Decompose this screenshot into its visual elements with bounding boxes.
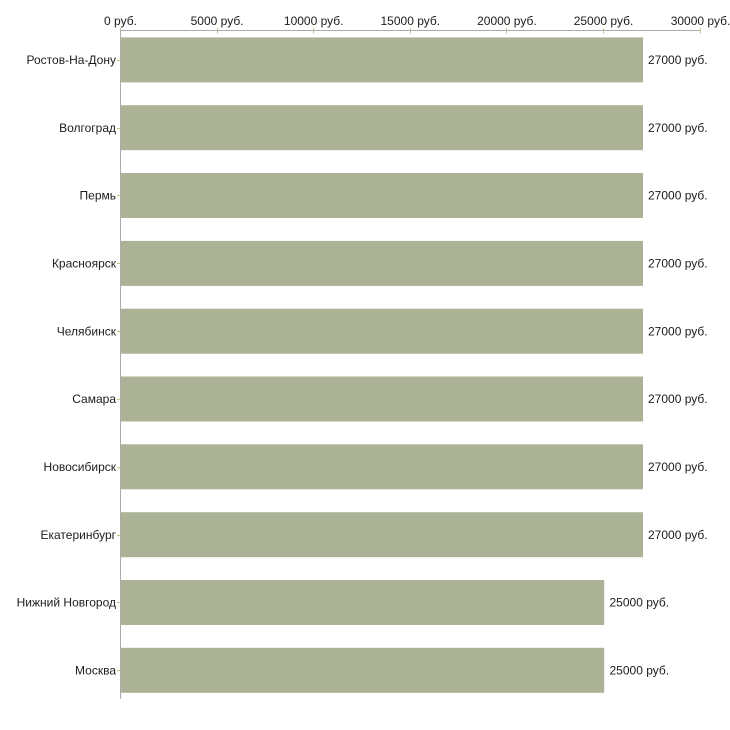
svg-text:Самара: Самара (72, 392, 116, 406)
svg-text:Волгоград: Волгоград (59, 121, 116, 135)
svg-text:27000 руб.: 27000 руб. (648, 528, 708, 542)
svg-text:27000 руб.: 27000 руб. (648, 53, 708, 67)
svg-text:27000 руб.: 27000 руб. (648, 324, 708, 338)
svg-text:Челябинск: Челябинск (57, 324, 117, 338)
svg-text:25000 руб.: 25000 руб. (574, 14, 634, 28)
svg-text:Красноярск: Красноярск (52, 257, 117, 271)
svg-text:10000 руб.: 10000 руб. (284, 14, 344, 28)
svg-text:5000 руб.: 5000 руб. (191, 14, 244, 28)
svg-text:30000 руб.: 30000 руб. (671, 14, 730, 28)
svg-text:25000 руб.: 25000 руб. (610, 596, 670, 610)
svg-text:Нижний Новгород: Нижний Новгород (17, 596, 116, 610)
svg-text:15000 руб.: 15000 руб. (381, 14, 441, 28)
svg-text:Пермь: Пермь (80, 189, 116, 203)
svg-text:20000 руб.: 20000 руб. (477, 14, 537, 28)
svg-text:27000 руб.: 27000 руб. (648, 392, 708, 406)
svg-text:27000 руб.: 27000 руб. (648, 121, 708, 135)
svg-text:25000 руб.: 25000 руб. (610, 664, 670, 678)
svg-text:Ростов-На-Дону: Ростов-На-Дону (27, 53, 116, 67)
svg-text:27000 руб.: 27000 руб. (648, 257, 708, 271)
svg-text:0 руб.: 0 руб. (104, 14, 137, 28)
svg-text:27000 руб.: 27000 руб. (648, 189, 708, 203)
svg-text:Новосибирск: Новосибирск (44, 460, 117, 474)
svg-text:Екатеринбург: Екатеринбург (41, 528, 117, 542)
svg-text:27000 руб.: 27000 руб. (648, 460, 708, 474)
svg-text:Москва: Москва (75, 664, 116, 678)
